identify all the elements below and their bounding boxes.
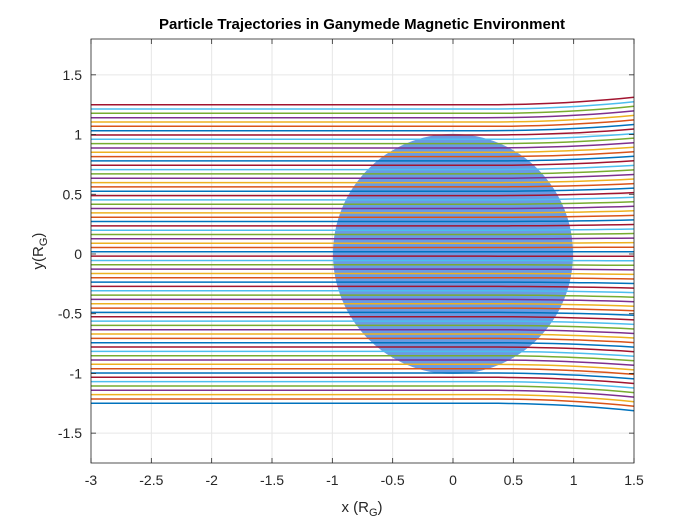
y-tick-label-1: -1: [70, 365, 83, 381]
x-axis-label-subscript: G: [369, 507, 378, 519]
trajectory-11: [91, 354, 635, 362]
trajectory-27: [91, 285, 635, 289]
chart-title: Particle Trajectories in Ganymede Magnet…: [159, 16, 565, 33]
x-axis-ticks: -3 -2.5 -2 -1.5 -1 -0.5 0 0.5 1 1.5: [85, 39, 644, 488]
trajectory-28: [91, 281, 635, 285]
trajectory-68: [91, 101, 635, 110]
trajectory-49: [91, 187, 635, 192]
trajectory-62: [91, 128, 635, 136]
x-tick-label-5: -0.5: [381, 472, 405, 488]
trajectory-1: [91, 398, 635, 407]
trajectory-39: [91, 232, 635, 236]
y-axis-ticks: -1.5 -1 -0.5 0 0.5 1 1.5: [58, 67, 634, 441]
trajectory-43: [91, 214, 635, 218]
y-tick-label-0: -1.5: [58, 425, 82, 441]
trajectory-3: [91, 389, 635, 398]
trajectory-46: [91, 200, 635, 205]
trajectory-61: [91, 132, 635, 141]
trajectory-15: [91, 337, 635, 344]
trajectory-21: [91, 311, 635, 317]
trajectory-17: [91, 328, 635, 335]
trajectory-60: [91, 137, 635, 145]
plot-area: -3 -2.5 -2 -1.5 -1 -0.5 0 0.5 1 1.5 -1.5 -1 -0.5 0 0.…: [58, 38, 644, 488]
trajectory-32: [91, 264, 635, 267]
trajectory-22: [91, 307, 635, 312]
trajectory-2: [91, 393, 635, 403]
trajectory-38: [91, 237, 635, 240]
trajectory-0: [91, 402, 635, 412]
trajectory-30: [91, 272, 635, 276]
y-axis-label: y(RG): [30, 233, 50, 270]
trajectory-67: [91, 105, 635, 115]
x-tick-label-1: -2.5: [139, 472, 163, 488]
trajectory-6: [91, 376, 635, 385]
x-tick-label-7: 0.5: [504, 472, 524, 488]
x-axis-label-main: x (R: [341, 499, 369, 516]
trajectory-5: [91, 380, 635, 389]
trajectory-8: [91, 367, 635, 376]
trajectories: [91, 96, 635, 412]
y-tick-label-4: 0.5: [63, 186, 83, 202]
trajectory-13: [91, 346, 635, 353]
trajectory-54: [91, 164, 635, 171]
trajectory-66: [91, 110, 635, 119]
x-tick-label-0: -3: [85, 472, 98, 488]
trajectory-69: [91, 96, 635, 106]
y-axis-label-main: y(R: [30, 246, 47, 269]
x-tick-label-8: 1: [570, 472, 578, 488]
trajectory-19: [91, 320, 635, 326]
y-axis-label-subscript: G: [38, 238, 50, 247]
trajectory-65: [91, 114, 635, 123]
trajectory-59: [91, 141, 635, 149]
trajectory-42: [91, 219, 635, 223]
trajectory-63: [91, 123, 635, 132]
trajectory-53: [91, 169, 635, 175]
trajectory-25: [91, 294, 635, 298]
trajectory-64: [91, 119, 635, 128]
trajectory-48: [91, 191, 635, 197]
trajectory-50: [91, 182, 635, 188]
trajectory-9: [91, 363, 635, 371]
trajectory-56: [91, 155, 635, 162]
trajectory-24: [91, 298, 635, 303]
y-tick-label-5: 1: [74, 127, 82, 143]
trajectory-44: [91, 210, 635, 214]
trajectory-55: [91, 160, 635, 167]
trajectory-10: [91, 359, 635, 367]
y-tick-label-2: -0.5: [58, 306, 82, 322]
trajectory-40: [91, 228, 635, 231]
trajectory-23: [91, 303, 635, 307]
y-tick-label-6: 1.5: [63, 67, 83, 83]
x-tick-label-6: 0: [449, 472, 457, 488]
x-tick-label-4: -1: [326, 472, 339, 488]
trajectory-18: [91, 324, 635, 330]
trajectory-57: [91, 151, 635, 158]
ganymede-disk: [332, 133, 574, 375]
trajectory-29: [91, 277, 635, 280]
trajectory-45: [91, 205, 635, 210]
trajectory-58: [91, 146, 635, 154]
x-axis-label-close: ): [378, 499, 383, 516]
trajectory-41: [91, 223, 635, 227]
trajectory-52: [91, 173, 635, 180]
y-axis-label-close: ): [30, 233, 47, 238]
plot-frame: [90, 38, 635, 464]
trajectory-47: [91, 196, 635, 201]
y-tick-label-3: 0: [74, 246, 82, 262]
trajectory-16: [91, 333, 635, 339]
x-tick-label-3: -1.5: [260, 472, 284, 488]
trajectory-7: [91, 372, 635, 380]
trajectory-14: [91, 341, 635, 348]
x-tick-label-2: -2: [205, 472, 218, 488]
trajectory-26: [91, 290, 635, 294]
trajectory-31: [91, 268, 635, 271]
trajectory-20: [91, 315, 635, 321]
trajectory-4: [91, 385, 635, 394]
x-tick-label-9: 1.5: [624, 472, 644, 488]
trajectory-51: [91, 178, 635, 184]
trajectory-37: [91, 241, 635, 244]
trajectory-12: [91, 350, 635, 357]
x-axis-label: x (RG): [341, 499, 382, 519]
